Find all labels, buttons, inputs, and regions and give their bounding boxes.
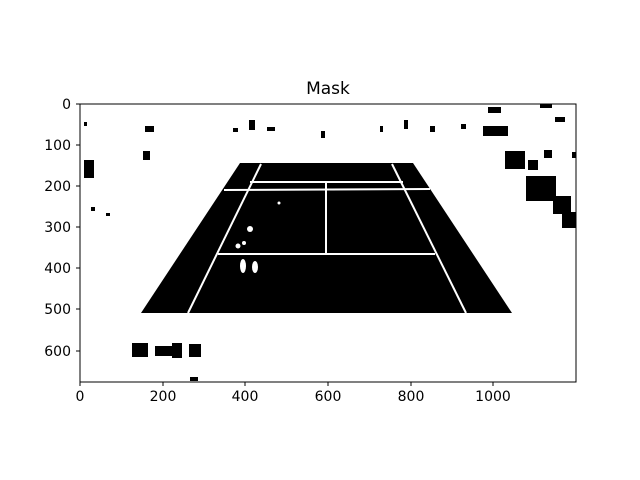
- y-tick-label: 400: [44, 261, 71, 277]
- x-axis-labels: 0 200 400 600 800 1000: [76, 389, 511, 405]
- player-blobs: [235, 201, 281, 273]
- noise-specks: [84, 104, 576, 381]
- y-tick-label: 100: [44, 138, 71, 154]
- court-lines: [187, 163, 467, 314]
- x-tick-label: 1000: [475, 389, 511, 405]
- y-tick-label: 500: [44, 302, 71, 318]
- x-tick-label: 200: [150, 389, 177, 405]
- x-tick-label: 800: [398, 389, 425, 405]
- mask-image: [79, 103, 577, 383]
- y-tick-label: 600: [44, 344, 71, 360]
- x-tick-label: 400: [232, 389, 259, 405]
- x-tick-label: 600: [315, 389, 342, 405]
- y-axis-labels: 0 100 200 300 400 500 600: [44, 97, 71, 360]
- x-axis-ticks: [79, 382, 494, 386]
- y-axis-ticks: [76, 103, 80, 352]
- y-tick-label: 300: [44, 220, 71, 236]
- y-tick-label: 200: [44, 179, 71, 195]
- y-tick-label: 0: [62, 97, 71, 113]
- x-tick-label: 0: [76, 389, 85, 405]
- plot-title: Mask: [306, 79, 350, 99]
